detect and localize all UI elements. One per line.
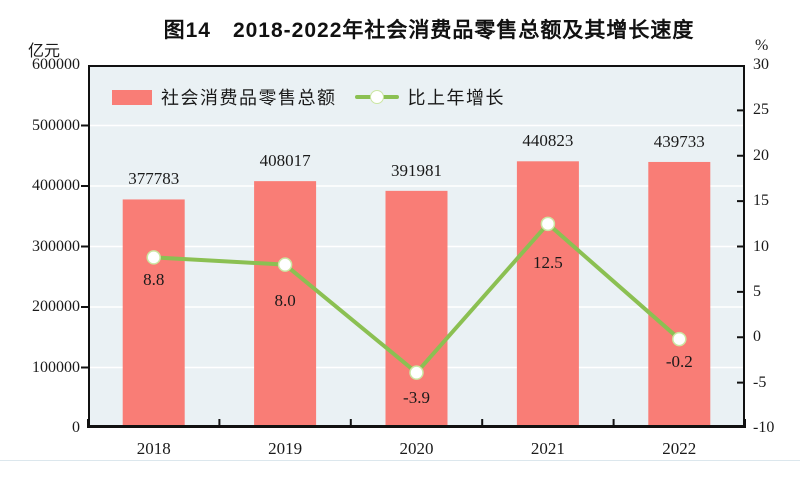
x-category-label-2020: 2020 [399,439,434,458]
bar-2021 [516,161,579,429]
x-category-label-2018: 2018 [136,439,171,458]
bar-value-label-2022: 439733 [653,131,705,151]
growth-value-label-2019: 8.0 [274,290,296,310]
left-axis-tick-label-200000: 200000 [32,298,80,315]
left-axis-unit-label: 亿元 [28,43,61,60]
bar-2018 [122,199,185,428]
bar-2020 [385,190,448,428]
bar-value-label-2019: 408017 [259,151,311,171]
growth-value-label-2022: -0.2 [665,352,693,372]
bar-value-label-2021: 440823 [522,131,574,151]
legend-label-retail-total: 社会消费品零售总额 [161,88,337,108]
chart-legend: 社会消费品零售总额 比上年增长 [112,84,505,110]
growth-marker-2022 [672,331,687,347]
x-category-label-2021: 2021 [530,439,565,458]
bottom-separator-line [0,460,800,461]
bar-value-label-2018: 377783 [128,169,180,189]
right-axis-tick-label--5: -5 [753,373,767,391]
chart-title: 图14 2018-2022年社会消费品零售总额及其增长速度 [163,19,695,42]
line-series-swatch [354,95,399,99]
left-axis-tick-label-400000: 400000 [32,177,80,194]
right-axis-tick-label-10: 10 [753,237,769,255]
right-axis-tick-label-5: 5 [753,282,761,300]
growth-marker-2020 [409,365,424,380]
bar-2019 [254,181,317,428]
bar-2022 [648,161,711,428]
growth-marker-2019 [277,257,293,272]
right-axis-unit-label: % [755,37,769,54]
growth-value-label-2021: 12.5 [533,252,563,272]
right-axis-tick-label-0: 0 [753,328,761,346]
left-axis-tick-label-300000: 300000 [32,237,80,255]
right-axis-tick-label-20: 20 [753,146,769,164]
growth-marker-2021 [540,216,556,232]
growth-value-label-2020: -3.9 [403,387,430,407]
x-category-label-2022: 2022 [662,439,697,458]
right-axis-tick-label-30: 30 [753,56,769,73]
right-axis-tick-label--10: -10 [753,419,775,436]
right-axis-tick-label-15: 15 [753,192,769,210]
right-axis-tick-label-25: 25 [753,101,769,119]
growth-marker-2018 [146,250,161,265]
left-axis-tick-label-0: 0 [72,419,80,436]
bar-series-swatch [112,89,152,105]
growth-value-label-2018: 8.8 [143,270,165,290]
legend-label-growth: 比上年增长 [407,88,505,108]
legend-item-retail-total: 社会消费品零售总额 [112,84,337,110]
left-axis-tick-label-100000: 100000 [32,358,80,376]
bar-value-label-2020: 391981 [391,160,442,180]
left-axis-tick-label-500000: 500000 [32,116,80,134]
legend-item-growth: 比上年增长 [354,84,506,110]
left-axis-tick-label-600000: 600000 [32,56,80,73]
x-category-label-2019: 2019 [268,439,303,458]
